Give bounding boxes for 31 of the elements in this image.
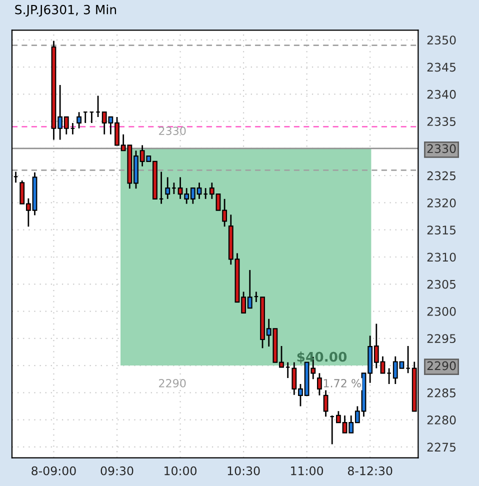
x-tick-label: 09:30 — [100, 466, 134, 476]
y-tick-label: 2305 — [427, 280, 456, 289]
y-tick-label: 2285 — [427, 388, 456, 398]
y-tick-label: 2345 — [427, 62, 456, 72]
y-tick-label: 2280 — [427, 416, 456, 424]
y-tick-label: 2275 — [427, 442, 456, 452]
candlestick — [76, 111, 82, 130]
candlestick — [323, 389, 328, 418]
y-tick-label: 2335 — [427, 117, 456, 126]
annotation: 2290 — [159, 379, 186, 388]
y-tick-label: 2350 — [427, 36, 456, 45]
y-tick-label: 2315 — [427, 226, 456, 235]
y-tick-label: 2310 — [427, 252, 456, 262]
x-tick-label: 8-12:30 — [348, 466, 392, 476]
x-tick-label: 10:30 — [228, 466, 260, 476]
y-tick-label: 2295 — [427, 334, 456, 344]
x-tick-label: 8-09:00 — [32, 466, 76, 476]
candlestick — [165, 176, 170, 200]
annotation: 1.72 % — [324, 379, 361, 388]
y-tick-label: 2300 — [427, 306, 456, 316]
x-tick-label: 10:00 — [164, 466, 196, 476]
y-tick-label: 2320 — [427, 198, 456, 208]
annotation: $40.00 — [297, 352, 347, 364]
annotation: 2330 — [159, 126, 186, 136]
candlestick — [317, 372, 322, 396]
y-tick-label: 2340 — [427, 90, 456, 99]
chart-title: S.JP.J6301, 3 Min — [15, 4, 116, 17]
y-tick-label: 2290 — [427, 361, 456, 370]
y-tick-label: 2330 — [427, 144, 456, 154]
x-tick-label: 11:00 — [291, 466, 324, 476]
y-tick-label: 2325 — [427, 171, 456, 180]
